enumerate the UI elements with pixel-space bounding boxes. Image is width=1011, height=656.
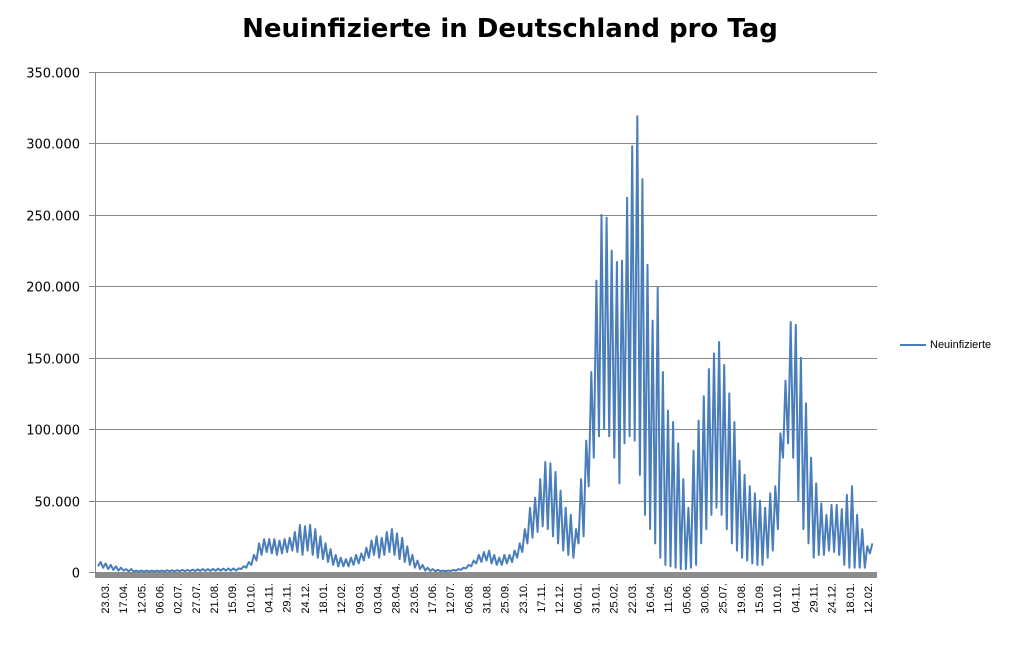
- x-tick-label: 15.09.: [754, 583, 766, 614]
- x-tick-label: 06.08.: [463, 583, 475, 614]
- x-tick-label: 30.06.: [699, 583, 711, 614]
- x-tick-label: 03.04.: [373, 583, 385, 614]
- x-tick-label: 23.10.: [518, 583, 530, 614]
- x-tick-label: 21.08.: [209, 583, 221, 614]
- x-tick-label: 17.11.: [536, 583, 548, 613]
- x-tick-label: 25.07.: [718, 583, 730, 614]
- x-tick-label: 10.10.: [245, 583, 257, 614]
- x-tick-label: 06.01.: [572, 583, 584, 614]
- x-tick-label: 15.09.: [227, 583, 239, 614]
- legend-swatch: [900, 344, 926, 346]
- chart-floor: [96, 572, 877, 578]
- x-tick-label: 16.04.: [645, 583, 657, 614]
- x-tick-label: 31.01.: [590, 583, 602, 614]
- x-tick-label: 10.10.: [772, 583, 784, 614]
- chart-title: Neuinfizierte in Deutschland pro Tag: [242, 14, 778, 44]
- x-tick-label: 04.11.: [790, 583, 802, 613]
- x-tick-label: 19.08.: [736, 583, 748, 614]
- x-tick-label: 12.07.: [445, 583, 457, 614]
- y-tick-label: 200.000: [26, 281, 80, 296]
- x-tick-label: 12.02.: [863, 583, 875, 614]
- x-tick-label: 12.05.: [136, 583, 148, 614]
- y-tick-label: 100.000: [26, 424, 80, 439]
- y-tick-label: 300.000: [26, 138, 80, 153]
- x-tick-label: 25.09.: [500, 583, 512, 614]
- x-tick-label: 04.11.: [264, 583, 276, 613]
- x-tick-label: 17.04.: [118, 583, 130, 614]
- y-tick-label: 350.000: [26, 67, 80, 82]
- x-tick-label: 22.03.: [627, 583, 639, 614]
- y-tick-label: 250.000: [26, 210, 80, 225]
- x-tick-label: 12.02.: [336, 583, 348, 614]
- x-tick-label: 02.07.: [173, 583, 185, 614]
- x-tick-label: 12.12.: [554, 583, 566, 614]
- x-tick-label: 05.06.: [681, 583, 693, 614]
- x-tick-label: 09.03.: [354, 583, 366, 614]
- x-tick-label: 11.05.: [663, 583, 675, 613]
- x-tick-label: 27.07.: [191, 583, 203, 614]
- x-tick-label: 17.06.: [427, 583, 439, 614]
- x-tick-label: 24.12.: [827, 583, 839, 614]
- y-tick-label: 150.000: [26, 353, 80, 368]
- x-tick-label: 29.11.: [808, 583, 820, 613]
- x-tick-label: 23.03.: [100, 583, 112, 614]
- legend: Neuinfizierte: [900, 339, 991, 351]
- y-tick-label: 50.000: [35, 496, 81, 511]
- x-tick-label: 28.04.: [391, 583, 403, 614]
- series-line-neuinfizierte: [97, 115, 874, 573]
- x-tick-label: 25.02.: [609, 583, 621, 614]
- x-tick-label: 18.01.: [845, 583, 857, 614]
- x-tick-label: 29.11.: [282, 583, 294, 613]
- x-tick-label: 31.08.: [482, 583, 494, 614]
- legend-label: Neuinfizierte: [930, 339, 992, 351]
- y-tick-label: 0: [72, 567, 80, 582]
- x-tick-label: 18.01.: [318, 583, 330, 614]
- x-tick-label: 24.12.: [300, 583, 312, 614]
- x-tick-label: 23.05.: [409, 583, 421, 614]
- x-tick-label: 06.06.: [155, 583, 167, 614]
